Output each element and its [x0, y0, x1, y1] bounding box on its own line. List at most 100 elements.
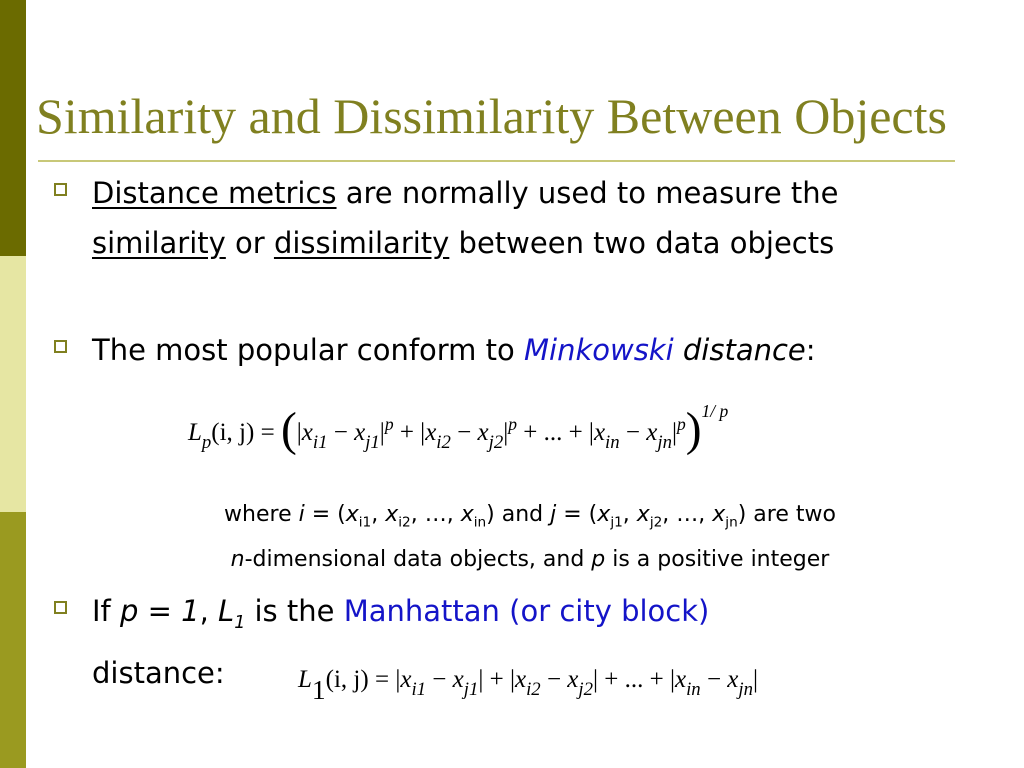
definition-fragment: -dimensional data objects, and — [244, 547, 592, 573]
bullet-fragment: The most popular conform to — [92, 333, 524, 367]
formula-bar: | — [395, 666, 401, 693]
definition-fragment: , — [371, 502, 386, 527]
minkowski-formula: Lp(i, j) = (|xi1 − xj1|p + |xi2 − xj2|p … — [188, 398, 729, 456]
formula-subscript: j2 — [488, 432, 504, 454]
formula-symbol: L — [188, 419, 202, 446]
formula-subscript: in — [605, 432, 620, 454]
formula-args: (i, j) — [325, 666, 369, 693]
formula-symbol: x — [301, 419, 313, 446]
formula-subscript: j1 — [365, 432, 380, 454]
formula-subscript: in — [686, 679, 701, 701]
bullet-fragment: L — [218, 594, 235, 628]
definition-var: x — [460, 502, 474, 527]
term-minkowski: Minkowski — [523, 333, 674, 367]
formula-paren: ( — [280, 403, 297, 456]
formula-operator: − — [450, 419, 478, 446]
bullet-fragment: p = 1 — [119, 594, 200, 628]
formula-bar: | — [379, 419, 385, 446]
formula-symbol: x — [727, 666, 739, 693]
bullet-subscript: 1 — [234, 612, 246, 633]
definition-fragment: is a positive integer — [605, 547, 830, 573]
definition-subscript: jn — [725, 514, 738, 531]
formula-operator: − — [619, 419, 647, 446]
term-dissimilarity: dissimilarity — [273, 226, 450, 260]
formula-bar: | — [753, 666, 759, 693]
definition-fragment: , …, — [410, 502, 461, 527]
bullet-fragment: are normally used to measure the — [336, 176, 839, 210]
formula-symbol: L — [298, 666, 312, 693]
formula-subscript: i2 — [526, 679, 541, 701]
bullet-fragment — [674, 333, 683, 367]
formula-operator: = — [368, 666, 396, 693]
bullet-fragment: : — [805, 333, 816, 367]
term-manhattan: Manhattan (or city block) — [343, 594, 710, 628]
formula-bar: | — [588, 419, 594, 446]
definition-var: x — [597, 502, 611, 527]
term-distance: distance — [682, 333, 806, 367]
sidebar-segment-top — [0, 0, 26, 256]
bullet-text: If p = 1, L1 is the Manhattan (or city b… — [92, 586, 709, 698]
definition-subscript: i1 — [358, 514, 372, 531]
definition-var: x — [636, 502, 650, 527]
term-similarity: similarity — [92, 226, 226, 260]
definition-var: x — [345, 502, 359, 527]
slide-title: Similarity and Dissimilarity Between Obj… — [36, 88, 947, 144]
bullet-fragment: is the — [245, 594, 344, 628]
bullet-fragment: If — [92, 594, 120, 628]
title-underline-rule — [38, 160, 955, 162]
bullet-fragment: , — [199, 594, 219, 628]
definition-fragment: = ( — [556, 502, 598, 527]
formula-operator: − — [327, 419, 355, 446]
formula-operator: + ... + — [598, 666, 670, 693]
formula-bar: | — [509, 666, 515, 693]
definition-fragment: = ( — [304, 502, 346, 527]
formula-operator: + — [483, 666, 510, 693]
square-bullet-icon — [54, 340, 67, 353]
definition-var: p — [591, 547, 606, 573]
formula-exponent: p — [508, 414, 517, 435]
bullet-text: The most popular conform to Minkowski di… — [92, 325, 972, 375]
formula-bar: | — [478, 666, 484, 693]
formula-bar: | — [296, 419, 302, 446]
formula-args: (i, j) — [211, 419, 255, 446]
sidebar-decoration — [0, 0, 26, 768]
definition-var: j — [550, 502, 557, 527]
bullet-text: Distance metrics are normally used to me… — [92, 168, 972, 268]
formula-bar: | — [503, 419, 509, 446]
square-bullet-icon — [54, 601, 67, 614]
definition-fragment: , — [622, 502, 637, 527]
definition-subscript: i2 — [398, 514, 411, 531]
formula-symbol: x — [567, 666, 579, 693]
definition-fragment: ) are two — [737, 502, 836, 527]
variable-definition: where i = (xi1, xi2, …, xin) and j = (xj… — [60, 496, 1000, 579]
bullet-fragment: between two data objects — [449, 226, 835, 260]
formula-symbol: x — [477, 419, 489, 446]
formula-exponent: p — [384, 414, 394, 435]
square-bullet-icon — [54, 183, 67, 196]
bullet-fragment: or — [225, 226, 274, 260]
definition-subscript: j2 — [649, 514, 663, 531]
formula-subscript: jn — [738, 679, 753, 701]
formula-symbol: x — [514, 666, 527, 693]
formula-bar: | — [420, 419, 426, 446]
formula-symbol: x — [646, 419, 658, 446]
definition-var: x — [712, 502, 726, 527]
formula-symbol: x — [400, 666, 412, 693]
term-distance-metrics: Distance metrics — [92, 176, 337, 210]
formula-subscript: p — [201, 432, 212, 454]
definition-var: n — [230, 547, 245, 573]
formula-outer-exponent: 1/ p — [701, 401, 729, 422]
formula-symbol: x — [425, 419, 437, 446]
bullet-fragment: distance: — [92, 655, 225, 690]
formula-operator: = — [254, 419, 281, 446]
formula-bar: | — [669, 666, 675, 693]
formula-operator: + ... + — [516, 419, 589, 446]
manhattan-formula: L1(i, j) = |xi1 − xj1| + |xi2 − xj2| + .… — [298, 662, 759, 705]
formula-bar: | — [593, 666, 599, 693]
formula-subscript: i1 — [411, 679, 427, 701]
definition-subscript: in — [473, 514, 487, 531]
formula-subscript: 1 — [311, 674, 326, 706]
sidebar-segment-bottom — [0, 512, 26, 768]
formula-paren: ) — [685, 403, 702, 456]
formula-subscript: i1 — [312, 432, 328, 454]
